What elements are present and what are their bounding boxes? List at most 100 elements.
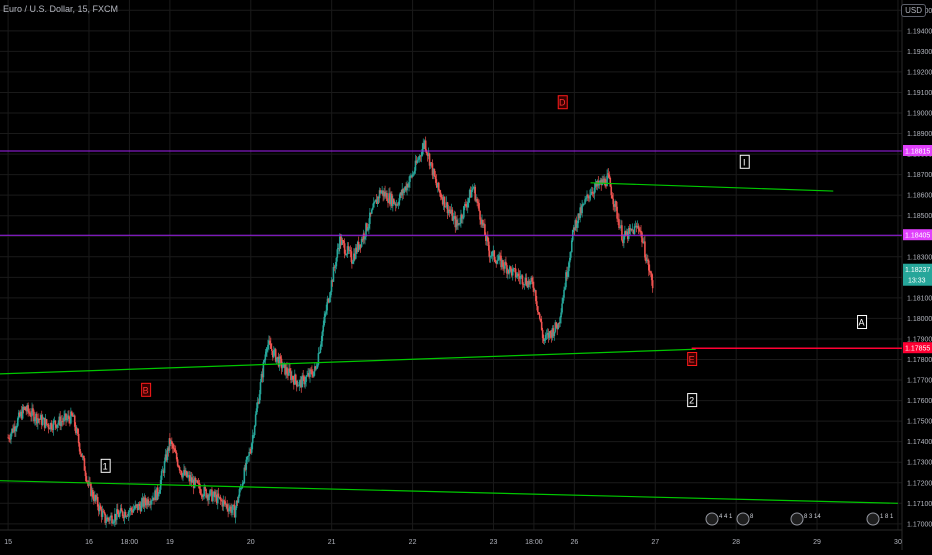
candle-body (376, 196, 379, 204)
candle-body (42, 417, 45, 420)
candle-body (449, 211, 452, 214)
candle-body (414, 160, 417, 171)
candle-body (603, 178, 605, 184)
candle-body (84, 470, 87, 477)
candle-body (281, 367, 284, 369)
trendline[interactable] (590, 182, 834, 192)
candle-body (609, 177, 612, 187)
price-tick-label: 1.19400 (907, 28, 932, 35)
candle-body (364, 236, 366, 239)
price-tick-label: 1.17700 (907, 378, 932, 385)
candle-body (610, 186, 613, 196)
candle-body (421, 148, 424, 156)
event-badge-icon[interactable] (736, 512, 750, 526)
candle-body (540, 321, 543, 330)
event-badge-label: 8 3 14 (804, 514, 821, 520)
trendline[interactable] (0, 348, 696, 375)
candle-body (504, 261, 506, 269)
candle-body (467, 198, 470, 203)
candle-body (337, 247, 340, 250)
candle-body (509, 266, 512, 269)
event-badge-icon[interactable] (705, 512, 719, 526)
candle-body (222, 500, 225, 507)
candle-body (149, 504, 151, 505)
candle-body (373, 201, 376, 203)
candle-body (202, 496, 205, 498)
candle-body (353, 253, 355, 262)
candle-body (539, 318, 542, 322)
candle-body (548, 331, 551, 338)
candle-body (231, 509, 233, 513)
candle-body (601, 179, 603, 185)
candle-body (339, 236, 342, 245)
candle-body (327, 298, 330, 303)
candle-body (545, 334, 548, 336)
price-tick-label: 1.17300 (907, 460, 932, 467)
candle-body (247, 455, 249, 457)
candle-body (140, 502, 143, 512)
candle-body (420, 155, 423, 157)
candle-body (259, 382, 262, 395)
candle-body (549, 331, 552, 333)
candle-body (341, 239, 344, 242)
candle-body (192, 479, 195, 489)
candle-body (518, 276, 521, 279)
candle-body (256, 402, 259, 409)
currency-button[interactable]: USD (901, 4, 926, 17)
candle-body (393, 198, 395, 204)
candle-body (325, 310, 327, 314)
candle-body (317, 353, 320, 365)
candle-body (67, 415, 69, 419)
wave-label: 2 (689, 396, 694, 406)
candle-body (138, 503, 141, 507)
candle-body (73, 415, 76, 427)
candle-body (405, 186, 407, 191)
candle-body (335, 257, 338, 267)
candle-body (484, 224, 486, 236)
time-tick-label: 18:00 (121, 539, 139, 546)
candle-body (633, 226, 636, 235)
candle-body (544, 334, 547, 340)
candle-body (393, 203, 396, 205)
candle-body (381, 190, 383, 192)
candle-body (61, 420, 63, 422)
candle-body (417, 159, 420, 161)
candle-body (436, 185, 438, 188)
candle-body (415, 160, 418, 164)
trendline[interactable] (0, 480, 898, 504)
candle-body (230, 506, 232, 513)
level-price-label: 1.18405 (905, 233, 930, 240)
candle-body (400, 192, 403, 196)
event-badge-icon[interactable] (866, 512, 880, 526)
candle-body (424, 140, 427, 151)
candle-body (471, 188, 474, 191)
candle-body (407, 184, 409, 188)
candle-body (516, 273, 519, 277)
candle-body (295, 380, 298, 387)
candle-body (27, 405, 29, 412)
candle-body (459, 222, 461, 225)
candle-body (275, 357, 278, 362)
candle-body (512, 268, 515, 269)
candle-body (33, 411, 35, 422)
candle-body (287, 373, 289, 376)
candle-body (578, 213, 581, 219)
candle-body (487, 241, 490, 251)
candle-body (237, 496, 240, 503)
candle-body (553, 331, 556, 337)
candle-body (482, 219, 484, 226)
candle-body (377, 196, 380, 199)
candle-body (91, 490, 93, 496)
event-badge-icon[interactable] (790, 512, 804, 526)
candle-body (419, 155, 422, 157)
candle-body (556, 327, 559, 330)
candle-body (300, 379, 303, 388)
candle-body (328, 297, 331, 303)
candle-body (631, 229, 634, 231)
candle-body (278, 356, 281, 367)
price-tick-label: 1.18100 (907, 295, 932, 302)
candle-body (538, 313, 541, 319)
candle-body (463, 206, 465, 218)
